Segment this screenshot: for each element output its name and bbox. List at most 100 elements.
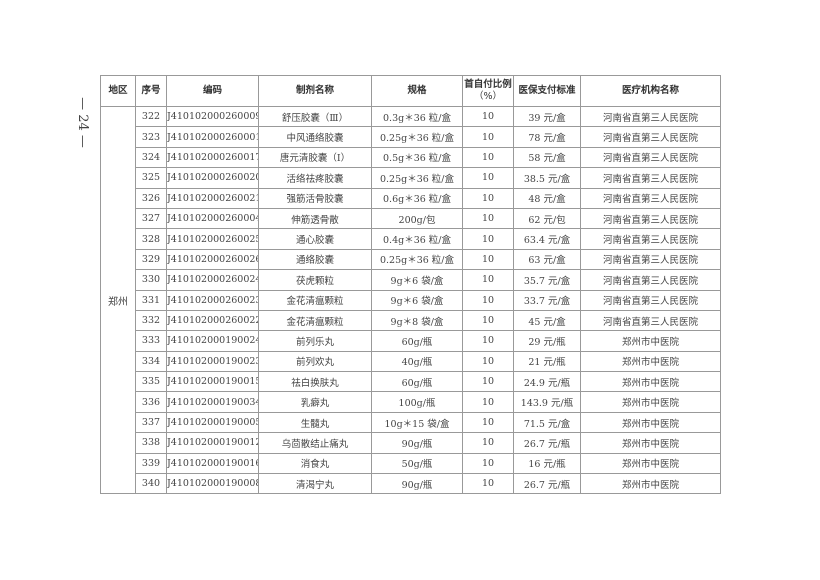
cell-price: 26.7 元/瓶 [513,432,581,454]
cell-ratio: 10 [462,432,514,454]
cell-index: 335 [135,371,167,393]
cell-institution: 河南省直第三人民医院 [580,248,721,271]
cell-ratio: 10 [462,126,514,148]
cell-ratio: 10 [462,289,514,311]
cell-index: 325 [135,167,167,189]
cell-code: J410102000190016 [166,452,259,475]
cell-institution: 郑州市中医院 [580,391,721,413]
cell-code: J410102000190005 [166,411,259,434]
cell-institution: 河南省直第三人民医院 [580,289,721,311]
cell-ratio: 10 [462,452,514,475]
cell-name: 伸筋透骨散 [258,207,372,230]
cell-index: 334 [135,350,167,373]
cell-index: 336 [135,391,167,413]
cell-index: 327 [135,207,167,230]
table-row: 335 J410102000190015 祛白换肤丸 60g/瓶 10 24.9 元/瓶郑… [101,371,721,393]
cell-name: 金花清瘟颗粒 [258,309,372,332]
cell-code: J410102000190024 [166,330,259,352]
cell-institution: 郑州市中医院 [580,452,721,475]
cell-spec: 9g＊6 袋/盒 [371,269,463,291]
cell-code: J410102000260026 [166,248,259,271]
drug-table: 地区 序号 编码 制剂名称 规格 首自付比例 （%） 医保支付标准 医疗机构名称 … [100,75,721,495]
cell-institution: 河南省直第三人民医院 [580,309,721,332]
cell-ratio: 10 [462,309,514,332]
cell-spec: 50g/瓶 [371,452,463,475]
cell-spec: 60g/瓶 [371,330,463,352]
table-row: 339 J410102000190016 消食丸 50g/瓶 10 16 元/瓶 郑州市中医… [101,452,721,475]
cell-code: J410102000260024 [166,269,259,291]
cell-spec: 0.25g＊36 粒/盒 [371,167,463,189]
cell-index: 332 [135,309,167,332]
cell-ratio: 10 [462,269,514,291]
cell-code: J410102000190023 [166,350,259,373]
header-ratio: 首自付比例 （%） [462,75,514,107]
cell-spec: 90g/瓶 [371,432,463,454]
cell-code: J410102000260009 [166,105,259,128]
table-row: 331 J410102000260023 金花清瘟颗粒 9g＊6 袋/盒 10 33.7 … [101,289,721,311]
cell-name: 乌茴散结止痛丸 [258,432,372,454]
header-price: 医保支付标准 [513,75,581,107]
cell-price: 48 元/盒 [513,187,581,209]
header-name: 制剂名称 [258,75,372,107]
cell-ratio: 10 [462,105,514,128]
cell-name: 茯虎颗粒 [258,269,372,291]
cell-ratio: 10 [462,371,514,393]
cell-name: 金花清瘟颗粒 [258,289,372,311]
cell-institution: 郑州市中医院 [580,371,721,393]
header-spec: 规格 [371,75,463,107]
cell-institution: 河南省直第三人民医院 [580,167,721,189]
table-row: 333 J410102000190024 前列乐丸 60g/瓶 10 29 元/瓶 郑州市中… [101,330,721,352]
cell-name: 前列欢丸 [258,350,372,373]
cell-ratio: 10 [462,350,514,373]
cell-price: 62 元/包 [513,207,581,230]
cell-price: 63 元/盒 [513,248,581,271]
cell-price: 78 元/盒 [513,126,581,148]
table-row: 337 J410102000190005 生髓丸 10g＊15 袋/盒 10 71.5 元… [101,411,721,434]
table-row: 338 J410102000190012 乌茴散结止痛丸 90g/瓶 10 26.7 元/… [101,432,721,454]
cell-code: J410102000190034 [166,391,259,413]
header-region: 地区 [100,75,136,107]
cell-ratio: 10 [462,187,514,209]
cell-ratio: 10 [462,228,514,250]
cell-price: 29 元/瓶 [513,330,581,352]
cell-index: 340 [135,473,167,495]
cell-name: 唐元清胶囊（Ⅰ） [258,146,372,169]
cell-code: J410102000260020 [166,167,259,189]
cell-institution: 河南省直第三人民医院 [580,126,721,148]
header-institution: 医疗机构名称 [580,75,721,107]
cell-name: 活络祛疼胶囊 [258,167,372,189]
cell-price: 16 元/瓶 [513,452,581,475]
cell-ratio: 10 [462,411,514,434]
cell-code: J410102000260017 [166,146,259,169]
cell-code: J410102000260001 [166,126,259,148]
cell-index: 338 [135,432,167,454]
cell-spec: 40g/瓶 [371,350,463,373]
table-row: 334 J410102000190023 前列欢丸 40g/瓶 10 21 元/瓶 郑州市中… [101,350,721,373]
cell-ratio: 10 [462,248,514,271]
cell-spec: 100g/瓶 [371,391,463,413]
table-row: 336 J410102000190034 乳癖丸 100g/瓶 10 143.9 元/瓶郑… [101,391,721,413]
cell-code: J410102000260022 [166,309,259,332]
cell-price: 39 元/盒 [513,105,581,128]
cell-ratio: 10 [462,146,514,169]
cell-index: 339 [135,452,167,475]
cell-name: 前列乐丸 [258,330,372,352]
cell-index: 329 [135,248,167,271]
cell-price: 24.9 元/瓶 [513,371,581,393]
cell-institution: 郑州市中医院 [580,411,721,434]
table-row: 329 J410102000260026 通络胶囊 0.25g＊36 粒/盒 10 63 … [101,248,721,271]
cell-institution: 河南省直第三人民医院 [580,146,721,169]
cell-name: 消食丸 [258,452,372,475]
cell-ratio: 10 [462,473,514,495]
cell-spec: 0.6g＊36 粒/盒 [371,187,463,209]
header-code: 编码 [166,75,259,107]
cell-institution: 河南省直第三人民医院 [580,228,721,250]
cell-price: 45 元/盒 [513,309,581,332]
cell-name: 中风通络胶囊 [258,126,372,148]
cell-price: 71.5 元/盒 [513,411,581,434]
cell-region: 郑州 [100,105,136,495]
table-row: 328 J410102000260025 通心胶囊 0.4g＊36 粒/盒 10 63.4… [101,228,721,250]
table-row: 330 J410102000260024 茯虎颗粒 9g＊6 袋/盒 10 35.7 元/… [101,269,721,291]
cell-name: 强筋活骨胶囊 [258,187,372,209]
cell-price: 26.7 元/瓶 [513,473,581,495]
